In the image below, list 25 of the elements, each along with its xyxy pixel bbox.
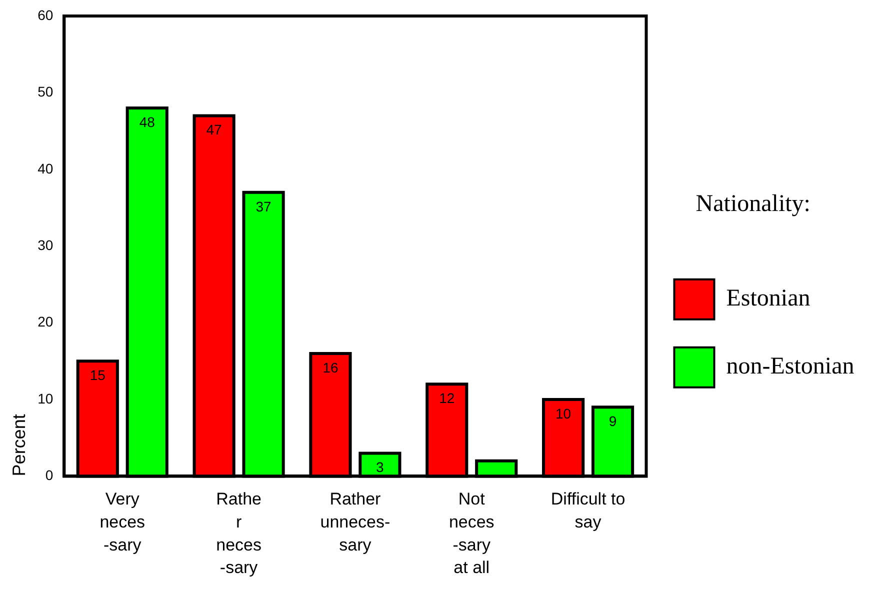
data-label: 15 — [90, 367, 106, 384]
legend-title: Nationality: — [696, 190, 810, 217]
y-axis-title: Percent — [8, 414, 29, 476]
data-label: 9 — [608, 413, 617, 430]
x-tick-label: Not neces -sary at all — [448, 489, 494, 578]
data-label: 12 — [439, 390, 455, 406]
legend-label: non-Estonian — [726, 354, 854, 380]
y-tick-label: 40 — [38, 160, 54, 176]
y-tick-label: 60 — [38, 6, 54, 23]
data-label: 37 — [256, 198, 272, 214]
legend-label: Estonian — [726, 286, 810, 312]
data-label: 48 — [139, 114, 156, 130]
x-tick-label: Rather unneces- sary — [320, 489, 390, 554]
y-tick-label: 0 — [45, 467, 54, 484]
data-label: 47 — [206, 122, 222, 138]
data-label: 10 — [556, 405, 572, 422]
y-tick-label: 10 — [38, 390, 54, 406]
y-tick-label: 50 — [38, 84, 54, 100]
data-label: 3 — [376, 459, 384, 476]
y-tick-label: 20 — [38, 314, 54, 330]
x-tick-label: Rathe r neces -sary — [216, 489, 262, 578]
y-tick-label: 30 — [38, 236, 54, 253]
x-tick-label: Very neces -sary — [100, 489, 146, 554]
data-label: 16 — [322, 359, 338, 376]
x-tick-label: Difficult to say — [550, 489, 626, 532]
